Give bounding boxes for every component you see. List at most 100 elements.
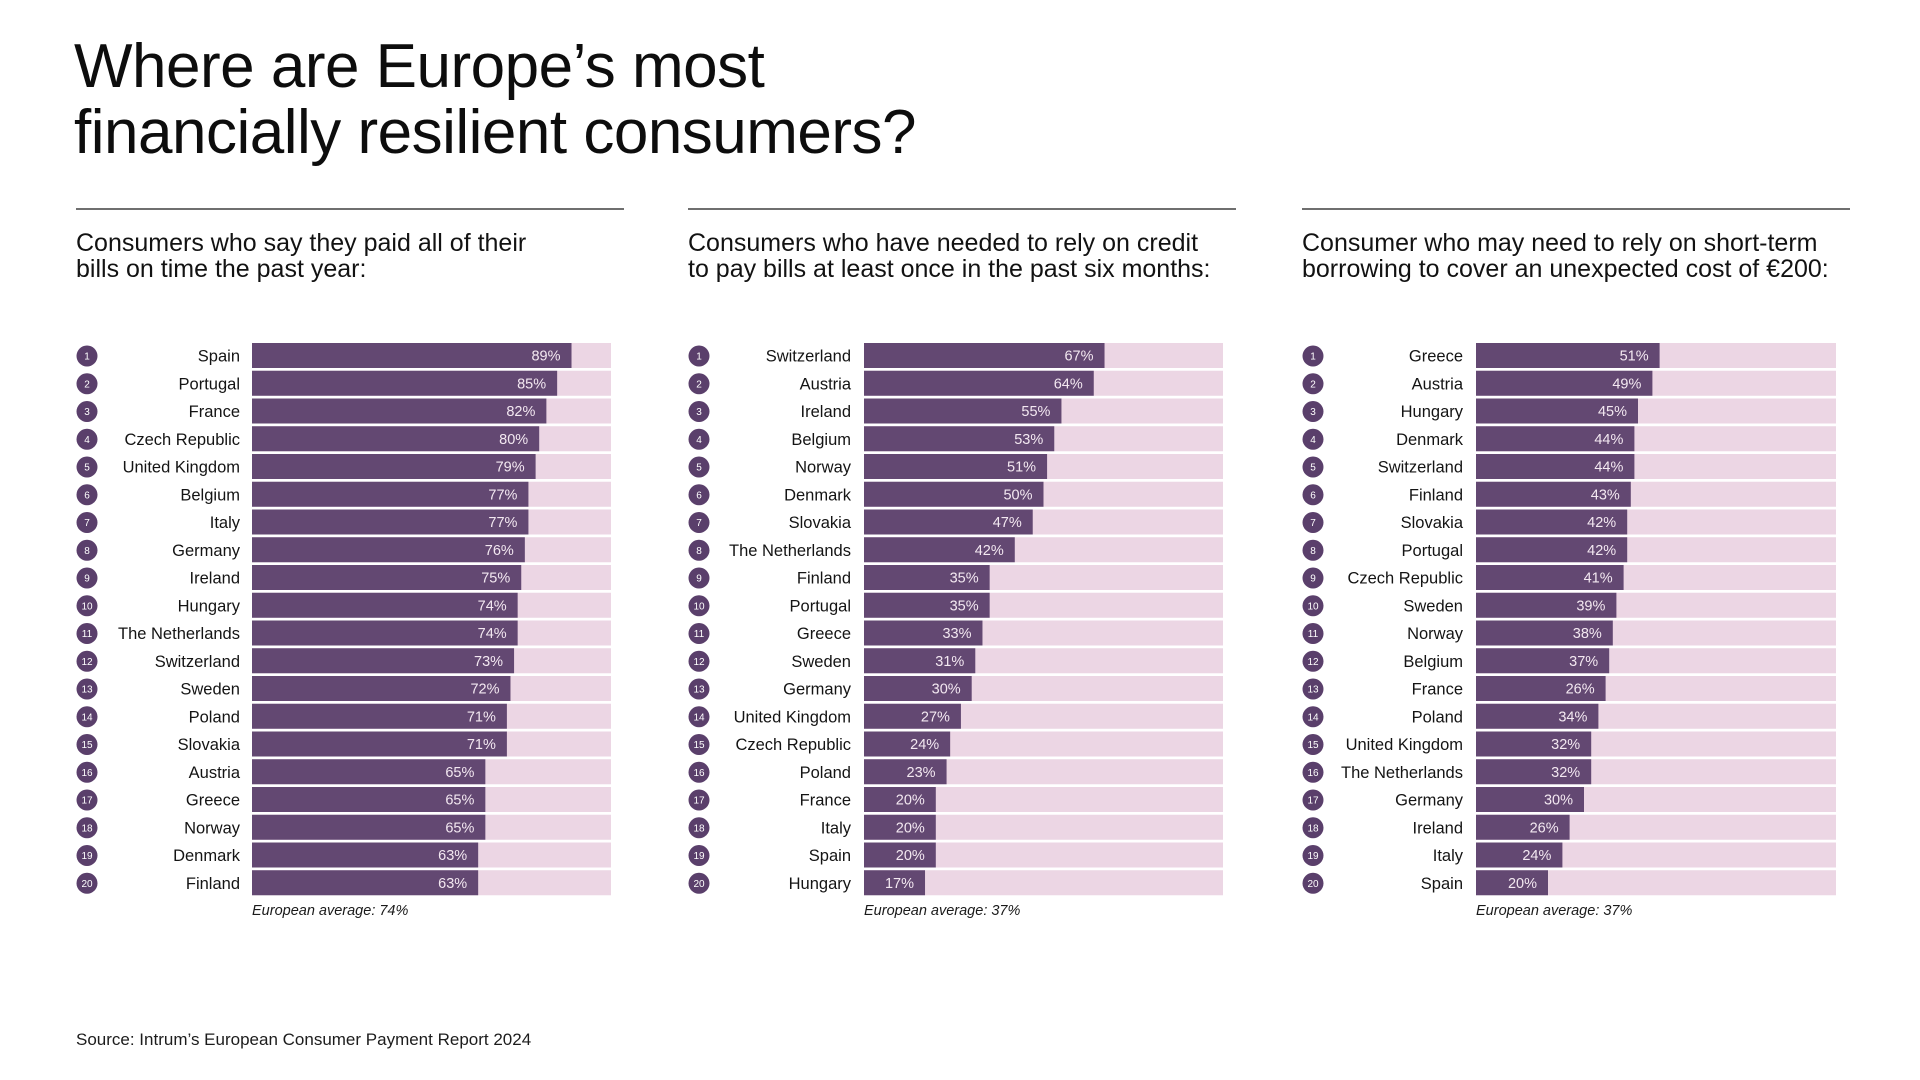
bar-row: 20 Finland 63%	[76, 870, 611, 896]
country-label: Austria	[189, 764, 241, 782]
bar-row: 1 Spain 89%	[76, 343, 611, 368]
value-label: 20%	[896, 793, 925, 809]
bar	[1476, 620, 1613, 646]
rank-badge	[76, 456, 98, 478]
rank-badge	[688, 678, 710, 700]
value-label: 27%	[921, 709, 950, 725]
country-label: Germany	[1395, 792, 1464, 810]
bar	[1476, 842, 1563, 868]
bar	[252, 565, 522, 590]
bar-row: 7 Italy 77%	[76, 509, 611, 535]
rank-number: 2	[1310, 379, 1316, 390]
bar	[1476, 454, 1635, 479]
value-label: 53%	[1014, 432, 1043, 448]
rank-number: 16	[81, 768, 93, 779]
country-label: Switzerland	[766, 348, 851, 366]
bar-row: 9 Finland 35%	[688, 565, 1223, 590]
bar-row: 3 Hungary 45%	[1302, 398, 1836, 424]
value-label: 74%	[478, 598, 507, 614]
rank-badge	[76, 345, 98, 367]
country-label: Italy	[210, 514, 241, 532]
rank-number: 4	[696, 435, 702, 446]
bar-row: 18 Ireland 26%	[1302, 814, 1836, 840]
chart-title: Consumers who say they paid all of their…	[76, 229, 527, 283]
rank-badge	[688, 595, 710, 617]
rank-number: 12	[693, 657, 705, 668]
bar	[252, 592, 518, 618]
value-label: 77%	[488, 487, 517, 503]
rank-number: 14	[81, 712, 93, 723]
rank-number: 1	[696, 352, 702, 363]
rank-badge	[76, 512, 98, 533]
rank-badge	[76, 872, 98, 894]
country-label: Portugal	[1402, 542, 1463, 560]
bar	[864, 426, 1055, 452]
rank-number: 9	[84, 574, 90, 585]
section-divider	[688, 208, 1236, 210]
rank-badge	[1302, 678, 1324, 700]
value-label: 55%	[1021, 404, 1050, 420]
country-label: Portugal	[179, 375, 240, 393]
value-label: 75%	[481, 571, 510, 587]
bar	[1476, 870, 1548, 896]
bar	[252, 426, 540, 452]
rank-number: 9	[696, 574, 702, 585]
value-label: 82%	[506, 404, 535, 420]
value-label: 20%	[1508, 876, 1537, 892]
bar	[252, 537, 525, 563]
country-label: Germany	[172, 542, 241, 560]
rank-badge	[76, 734, 98, 755]
rank-number: 19	[1307, 851, 1319, 862]
rank-badge	[688, 373, 710, 395]
country-label: Belgium	[180, 486, 240, 504]
rank-badge	[76, 484, 98, 506]
country-label: Sweden	[180, 681, 240, 699]
bar	[864, 398, 1062, 424]
bar	[252, 481, 529, 507]
rank-number: 20	[693, 879, 705, 890]
rank-number: 5	[696, 463, 702, 474]
bar-row: 13 France 26%	[1302, 676, 1836, 701]
rank-number: 18	[81, 823, 93, 834]
rank-badge	[76, 373, 98, 395]
rank-number: 8	[1310, 546, 1316, 557]
bar	[252, 870, 479, 896]
rank-badge	[1302, 789, 1324, 811]
bar	[864, 759, 947, 785]
rank-number: 11	[82, 629, 93, 640]
bar-row: 7 Slovakia 42%	[1302, 509, 1836, 535]
rank-badge	[688, 512, 710, 533]
rank-number: 2	[696, 379, 702, 390]
bar	[252, 370, 558, 396]
value-label: 65%	[445, 793, 474, 809]
rank-badge	[688, 650, 710, 672]
country-label: Spain	[198, 348, 240, 366]
bar-row: 1 Switzerland 67%	[688, 343, 1223, 368]
rank-number: 4	[1310, 435, 1316, 446]
rank-badge	[76, 595, 98, 617]
value-label: 51%	[1007, 460, 1036, 476]
country-label: Hungary	[789, 875, 852, 893]
country-label: Poland	[800, 764, 851, 782]
rank-badge	[688, 484, 710, 506]
european-average-note: European average: 37%	[864, 903, 1020, 919]
rank-badge	[76, 761, 98, 783]
country-label: Denmark	[173, 847, 241, 865]
rank-number: 5	[84, 463, 90, 474]
bar	[1476, 537, 1628, 563]
value-label: 24%	[910, 737, 939, 753]
country-label: Sweden	[1403, 597, 1463, 615]
bar	[252, 842, 479, 868]
rank-number: 12	[81, 657, 93, 668]
chart-panel-rely-on-credit: Consumers who have needed to rely on cre…	[688, 208, 1236, 948]
source-note: Source: Intrum’s European Consumer Payme…	[76, 1030, 532, 1049]
bar-row: 14 United Kingdom 27%	[688, 703, 1223, 729]
rank-number: 3	[1310, 407, 1316, 418]
rank-badge	[1302, 401, 1324, 422]
rank-number: 7	[84, 518, 90, 529]
rank-badge	[1302, 539, 1324, 561]
rank-badge	[688, 539, 710, 561]
rank-badge	[688, 428, 710, 450]
value-label: 80%	[499, 432, 528, 448]
value-label: 26%	[1530, 820, 1559, 836]
